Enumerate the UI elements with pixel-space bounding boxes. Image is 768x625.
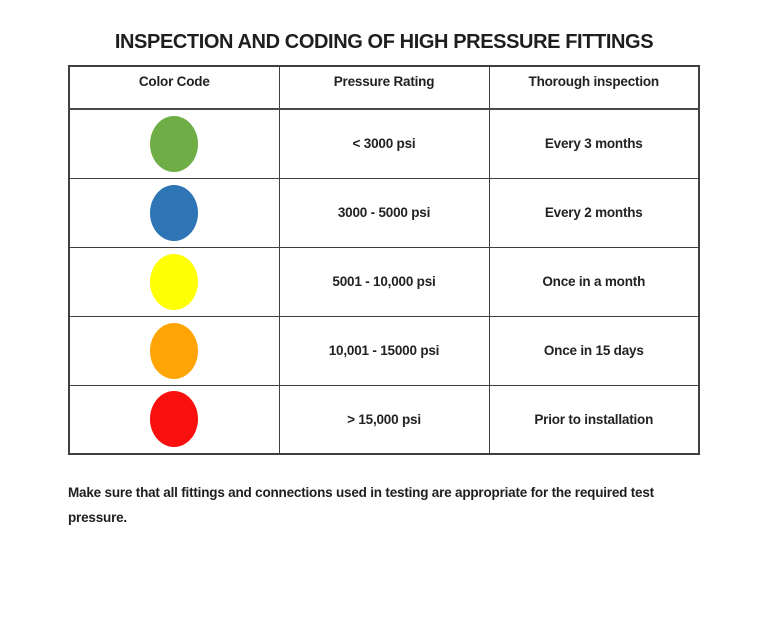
header-thorough-inspection: Thorough inspection xyxy=(488,65,700,110)
table-row: 10,001 - 15000 psi Once in 15 days xyxy=(68,315,700,386)
color-code-cell xyxy=(68,177,280,248)
document-page: INSPECTION AND CODING OF HIGH PRESSURE F… xyxy=(0,31,768,625)
yellow-circle-icon xyxy=(150,253,199,310)
fittings-table: Color Code Pressure Rating Thorough insp… xyxy=(68,65,700,455)
pressure-rating-cell: > 15,000 psi xyxy=(278,384,490,455)
table-row: 3000 - 5000 psi Every 2 months xyxy=(68,177,700,248)
pressure-rating-cell: 3000 - 5000 psi xyxy=(278,177,490,248)
green-circle-icon xyxy=(150,115,199,172)
red-circle-icon xyxy=(150,391,199,448)
page-title: INSPECTION AND CODING OF HIGH PRESSURE F… xyxy=(114,31,654,53)
pressure-rating-cell: 10,001 - 15000 psi xyxy=(278,315,490,386)
color-code-cell xyxy=(68,315,280,386)
inspection-cell: Every 3 months xyxy=(488,108,700,179)
blue-circle-icon xyxy=(150,184,199,241)
header-color-code: Color Code xyxy=(68,65,280,110)
color-code-cell xyxy=(68,108,280,179)
inspection-cell: Once in 15 days xyxy=(488,315,700,386)
pressure-rating-cell: < 3000 psi xyxy=(278,108,490,179)
table-row: > 15,000 psi Prior to installation xyxy=(68,384,700,455)
orange-circle-icon xyxy=(150,322,199,379)
footer-note: Make sure that all fittings and connecti… xyxy=(68,480,708,530)
inspection-cell: Once in a month xyxy=(488,246,700,317)
header-pressure-rating: Pressure Rating xyxy=(278,65,490,110)
color-code-cell xyxy=(68,246,280,317)
table-row: < 3000 psi Every 3 months xyxy=(68,108,700,179)
footer-note-line-1: Make sure that all fittings and connecti… xyxy=(68,485,654,500)
inspection-cell: Prior to installation xyxy=(488,384,700,455)
inspection-cell: Every 2 months xyxy=(488,177,700,248)
pressure-rating-cell: 5001 - 10,000 psi xyxy=(278,246,490,317)
table-header-row: Color Code Pressure Rating Thorough insp… xyxy=(68,65,700,110)
color-code-cell xyxy=(68,384,280,455)
footer-note-line-2: pressure. xyxy=(68,510,127,525)
table-row: 5001 - 10,000 psi Once in a month xyxy=(68,246,700,317)
